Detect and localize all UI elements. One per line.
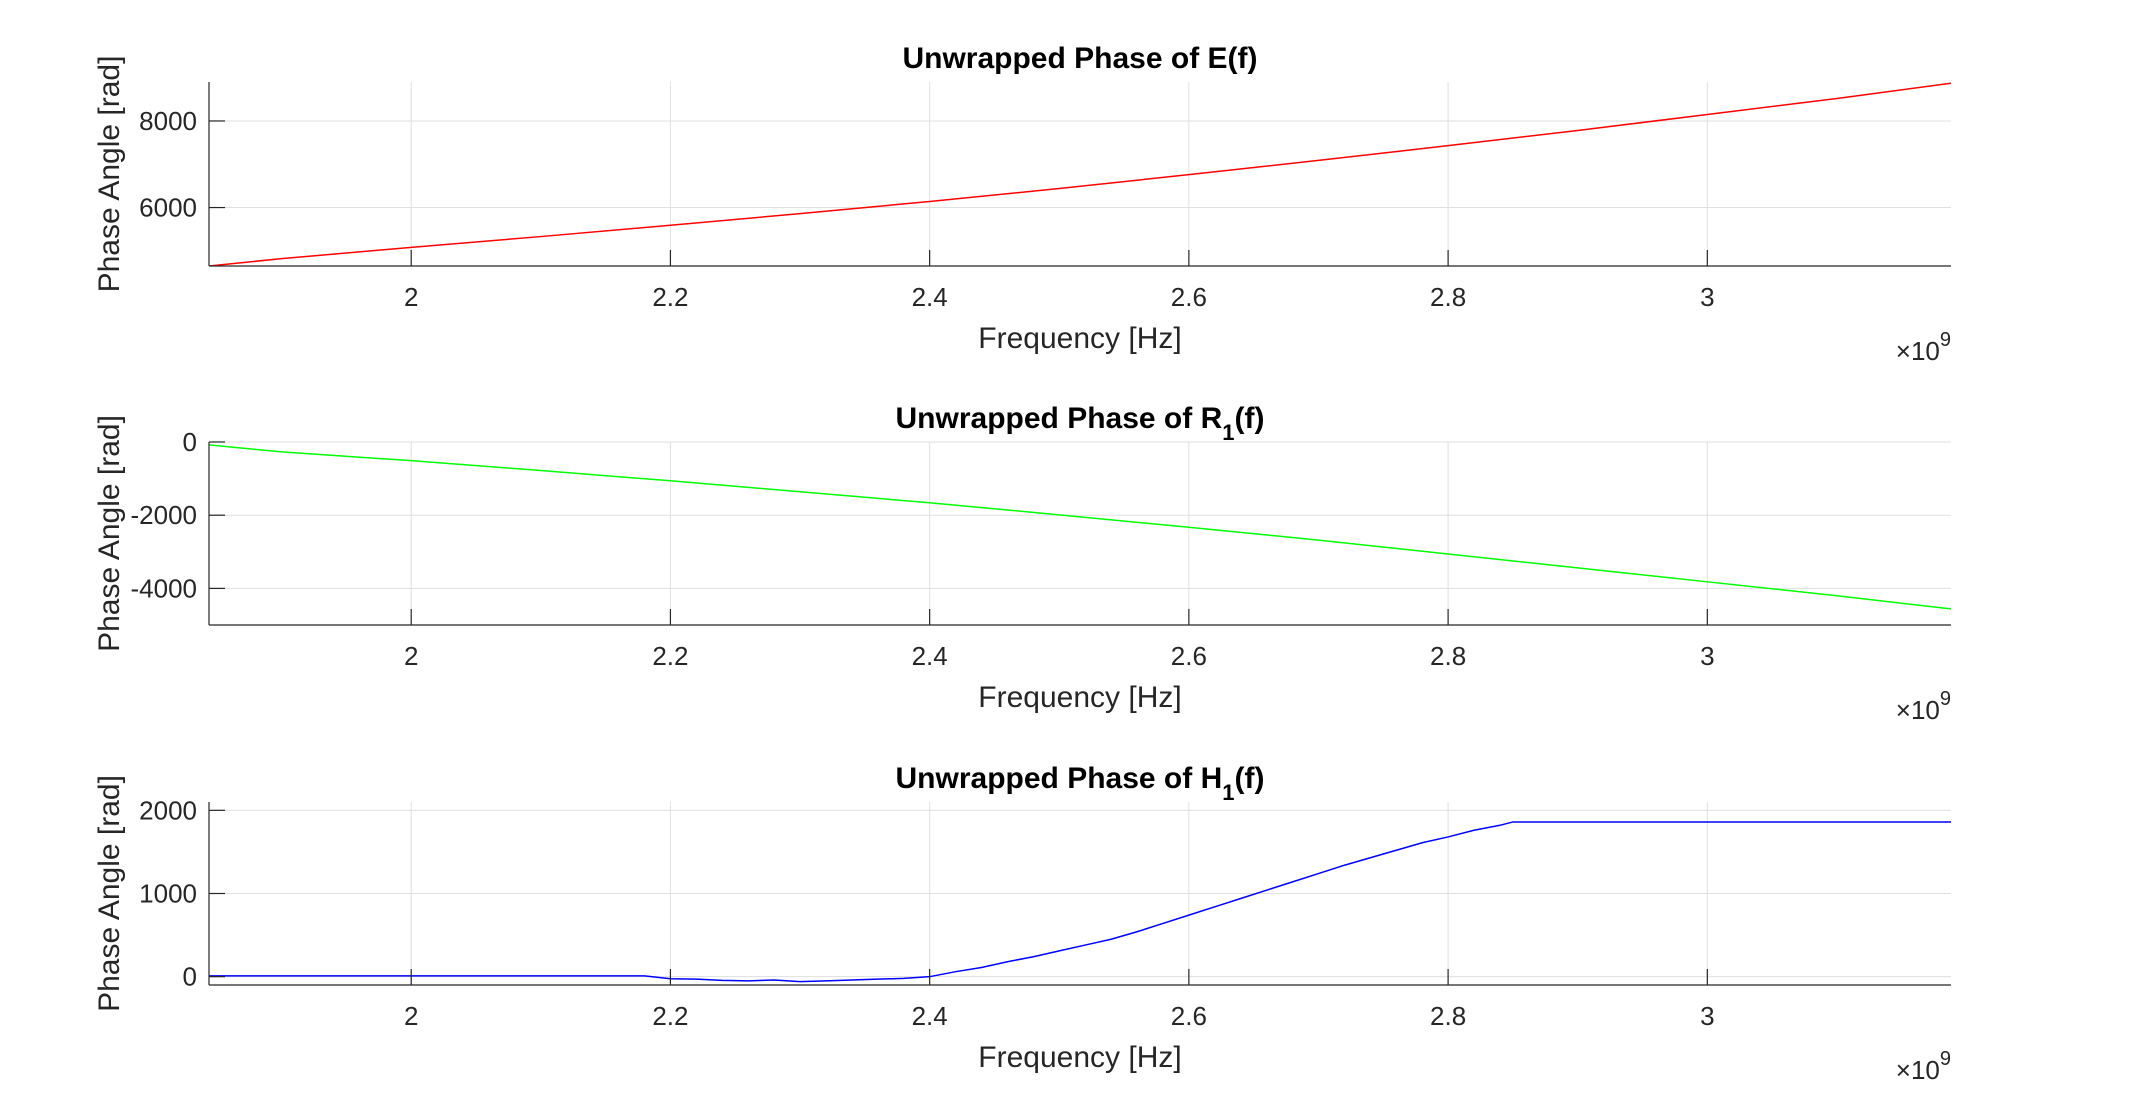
subplot-2: 2 2.2 2.4 2.6 2.8 3 -4000 -2000 0 Frequency [Hz] P… — [93, 402, 1951, 725]
chart-title-subscript: 1 — [1222, 420, 1234, 445]
x-axis-label: Frequency [Hz] — [978, 322, 1181, 355]
x-exponent-base: ×10 — [1896, 695, 1940, 725]
y-tick-label: 1000 — [139, 879, 197, 909]
x-exponent-label: ×109 — [1896, 329, 1951, 366]
y-tick-label: 0 — [183, 427, 197, 457]
x-tick-label: 2.2 — [652, 1001, 688, 1031]
x-tick-label: 3 — [1700, 641, 1714, 671]
chart-title-subscript: 1 — [1222, 780, 1234, 805]
x-tick-label: 2.4 — [912, 1001, 948, 1031]
x-tick-label: 2.6 — [1171, 641, 1207, 671]
chart-title: Unwrapped Phase of R1(f) — [896, 402, 1265, 445]
x-tick-label: 2.6 — [1171, 1001, 1207, 1031]
x-tick-label: 2.4 — [912, 282, 948, 312]
subplot-1: 2 2.2 2.4 2.6 2.8 3 6000 8000 Frequency [Hz] Phas… — [93, 42, 1951, 366]
chart-title: Unwrapped Phase of E(f) — [902, 42, 1257, 75]
x-tick-label: 3 — [1700, 1001, 1714, 1031]
y-tick-label: 6000 — [139, 193, 197, 223]
x-exponent-base: ×10 — [1896, 1055, 1940, 1085]
x-tick-label: 2 — [404, 1001, 418, 1031]
y-tick-label: 0 — [183, 962, 197, 992]
x-axis-label: Frequency [Hz] — [978, 1041, 1181, 1074]
x-exponent-power: 9 — [1940, 688, 1951, 710]
chart-title-main: Unwrapped Phase of H — [896, 762, 1223, 795]
y-tick-label: 8000 — [139, 106, 197, 136]
x-exponent-power: 9 — [1940, 1048, 1951, 1070]
subplots: 2 2.2 2.4 2.6 2.8 3 6000 8000 Frequency [Hz] Phas… — [93, 42, 1951, 1085]
x-exponent-label: ×109 — [1896, 688, 1951, 725]
y-tick-label: 2000 — [139, 795, 197, 825]
x-exponent-base: ×10 — [1896, 336, 1940, 366]
series-line-1 — [209, 82, 1951, 266]
chart-title: Unwrapped Phase of H1(f) — [896, 762, 1265, 805]
chart-title-main: Unwrapped Phase of R — [896, 402, 1223, 435]
chart-title-end: (f) — [1234, 402, 1264, 435]
series-line-1 — [209, 821, 1951, 983]
x-tick-label: 2.2 — [652, 641, 688, 671]
y-axis-label: Phase Angle [rad] — [93, 56, 126, 293]
x-axis-label: Frequency [Hz] — [978, 681, 1181, 714]
x-tick-label: 2.8 — [1430, 1001, 1466, 1031]
x-tick-label: 2 — [404, 641, 418, 671]
series-line-1 — [209, 444, 1951, 610]
x-tick-label: 2.8 — [1430, 282, 1466, 312]
chart-title-end: (f) — [1228, 42, 1258, 75]
y-axis-label: Phase Angle [rad] — [93, 415, 126, 652]
x-tick-label: 2 — [404, 282, 418, 312]
y-axis-label: Phase Angle [rad] — [93, 775, 126, 1012]
x-exponent-power: 9 — [1940, 329, 1951, 351]
y-tick-label: -4000 — [131, 573, 198, 603]
chart-title-end: (f) — [1234, 762, 1264, 795]
x-tick-label: 2.6 — [1171, 282, 1207, 312]
x-tick-label: 2.4 — [912, 641, 948, 671]
y-tick-label: -2000 — [131, 500, 198, 530]
x-tick-label: 3 — [1700, 282, 1714, 312]
x-tick-label: 2.8 — [1430, 641, 1466, 671]
chart-title-main: Unwrapped Phase of E — [902, 42, 1227, 75]
subplot-3: 2 2.2 2.4 2.6 2.8 3 0 1000 2000 Frequency [Hz] Pha… — [93, 762, 1951, 1085]
x-tick-label: 2.2 — [652, 282, 688, 312]
x-exponent-label: ×109 — [1896, 1048, 1951, 1085]
